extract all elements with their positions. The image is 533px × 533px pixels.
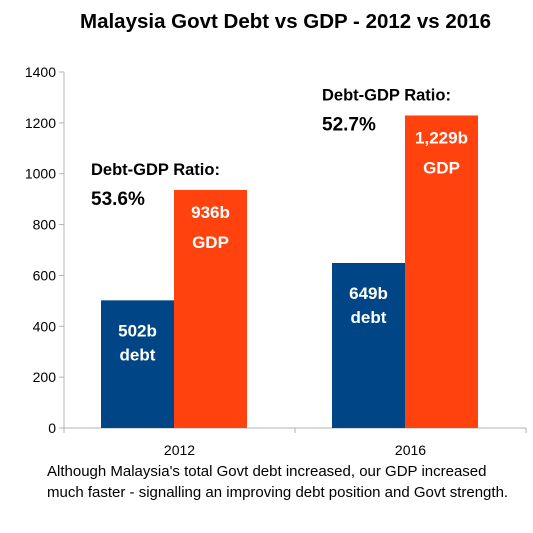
- bars: [101, 115, 478, 429]
- bar-value-label: 502b: [118, 321, 157, 340]
- x-tick-label: 2012: [164, 442, 195, 458]
- y-tick-label: 1200: [25, 115, 56, 131]
- y-tick-label: 200: [33, 369, 57, 385]
- chart-caption: Although Malaysia's total Govt debt incr…: [47, 463, 509, 501]
- y-tick-label: 1400: [25, 64, 56, 80]
- bar-value-label: 1,229b: [415, 128, 468, 147]
- bar-debt-2016: [332, 262, 405, 428]
- ratio-annotation-heading: Debt-GDP Ratio:: [322, 86, 451, 104]
- bar-unit-label: GDP: [423, 158, 460, 177]
- chart-title: Malaysia Govt Debt vs GDP - 2012 vs 2016: [80, 10, 491, 33]
- ratio-annotations: Debt-GDP Ratio: 53.6% Debt-GDP Ratio: 52.7%: [91, 86, 451, 210]
- bar-unit-label: debt: [351, 308, 387, 327]
- bar-value-label: 649b: [349, 284, 388, 303]
- bar-unit-label: debt: [120, 345, 156, 364]
- ratio-annotation-heading: Debt-GDP Ratio:: [91, 161, 220, 179]
- y-tick-label: 800: [33, 217, 57, 233]
- y-tick-label: 0: [48, 420, 56, 436]
- x-tick-label: 2016: [395, 442, 426, 458]
- bar-value-label: 936b: [191, 203, 230, 222]
- y-tick-label: 400: [33, 318, 57, 334]
- ratio-annotation-value: 52.7%: [322, 114, 376, 135]
- bar-labels: 502b debt 936b GDP 649b debt 1,229b GDP: [118, 128, 468, 364]
- bar-unit-label: GDP: [192, 233, 229, 252]
- axes: 0 200 400 600 800 1000 1200 1400 2012 2016: [25, 64, 527, 458]
- bar-gdp-2012: [174, 189, 247, 428]
- ratio-annotation-value: 53.6%: [91, 189, 145, 210]
- y-tick-label: 600: [33, 267, 57, 283]
- bar-gdp-2016: [405, 115, 478, 429]
- y-tick-label: 1000: [25, 166, 56, 182]
- bar-debt-2012: [101, 300, 174, 428]
